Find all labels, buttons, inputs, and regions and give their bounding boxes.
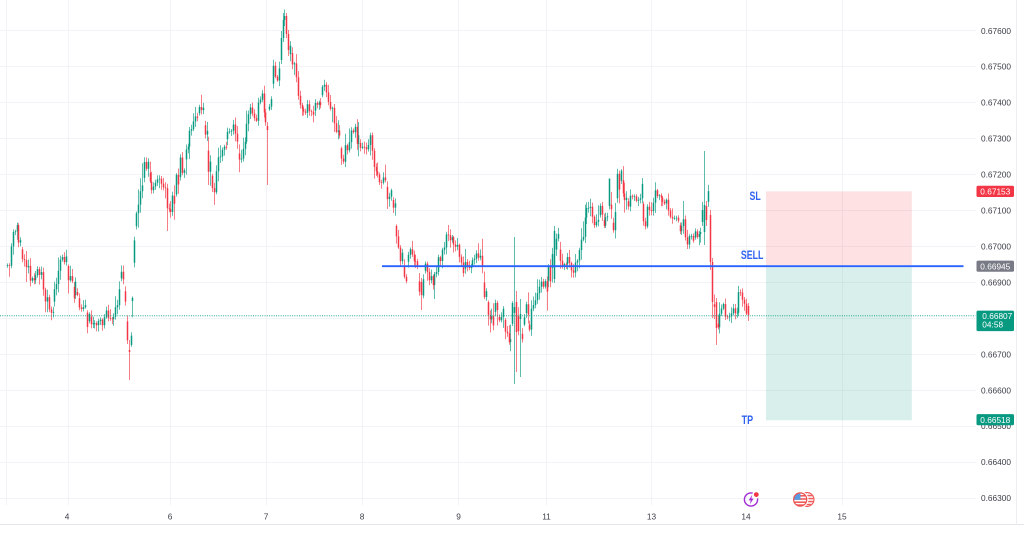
svg-text:6: 6: [168, 512, 173, 522]
svg-text:0.66500: 0.66500: [981, 421, 1011, 431]
svg-text:7: 7: [264, 512, 269, 522]
svg-text:0.66700: 0.66700: [981, 349, 1011, 359]
svg-text:SELL: SELL: [741, 250, 764, 262]
svg-text:0.67153: 0.67153: [980, 187, 1010, 197]
svg-text:0.66300: 0.66300: [981, 493, 1011, 503]
svg-text:04:58: 04:58: [982, 320, 1003, 330]
svg-text:0.67300: 0.67300: [981, 134, 1011, 144]
svg-text:0.67400: 0.67400: [981, 98, 1011, 108]
svg-text:0.66518: 0.66518: [980, 415, 1010, 425]
svg-text:8: 8: [360, 512, 365, 522]
svg-text:14: 14: [741, 512, 751, 522]
svg-text:0.67200: 0.67200: [981, 170, 1011, 180]
svg-text:0.67000: 0.67000: [981, 242, 1011, 252]
svg-text:0.66900: 0.66900: [981, 277, 1011, 287]
svg-text:4: 4: [65, 512, 70, 522]
svg-text:TP: TP: [742, 415, 754, 427]
svg-text:15: 15: [837, 512, 847, 522]
svg-text:SL: SL: [750, 191, 761, 203]
svg-text:0.67500: 0.67500: [981, 62, 1011, 72]
svg-text:0.66600: 0.66600: [981, 385, 1011, 395]
svg-text:0.66945: 0.66945: [980, 261, 1010, 271]
svg-text:11: 11: [542, 512, 551, 522]
svg-text:0.67100: 0.67100: [981, 206, 1011, 216]
svg-text:13: 13: [647, 512, 657, 522]
svg-text:0.66807: 0.66807: [982, 311, 1012, 321]
svg-text:9: 9: [456, 512, 461, 522]
svg-text:0.66400: 0.66400: [981, 457, 1011, 467]
svg-text:0.67600: 0.67600: [981, 26, 1011, 36]
